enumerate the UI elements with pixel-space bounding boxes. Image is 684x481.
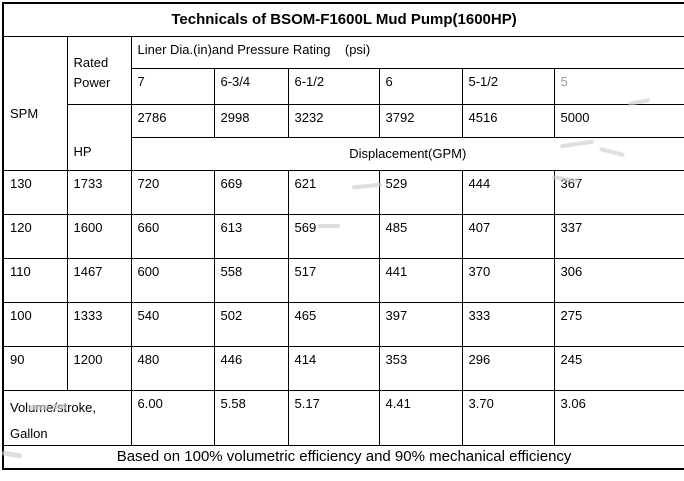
displacement-value: 502 xyxy=(213,301,289,347)
displacement-value: 441 xyxy=(378,257,463,303)
displacement-header: Displacement(GPM) xyxy=(130,136,684,171)
technicals-table: Technicals of BSOM-F1600L Mud Pump(1600H… xyxy=(2,2,684,470)
displacement-value: 446 xyxy=(213,345,289,391)
volume-value: 6.00 xyxy=(130,389,215,446)
pressure-row: HP 2786 2998 3232 3792 4516 5000 xyxy=(3,103,684,171)
hp-value: 1600 xyxy=(66,213,132,259)
volume-value: 3.06 xyxy=(553,389,684,446)
volume-value: 3.70 xyxy=(461,389,555,446)
liner-size-row: 7 6-3/4 6-1/2 6 5-1/2 5 xyxy=(3,67,684,105)
liner-size-header: 5-1/2 xyxy=(461,67,555,105)
spm-value: 130 xyxy=(2,169,68,215)
displacement-value: 397 xyxy=(378,301,463,347)
liner-size-header: 6-1/2 xyxy=(287,67,380,105)
pressure-value: 5000 xyxy=(553,103,684,138)
displacement-value: 414 xyxy=(287,345,380,391)
liner-size-header: 7 xyxy=(130,67,215,105)
liner-size-header: 6 xyxy=(378,67,463,105)
spm-value: 120 xyxy=(2,213,68,259)
displacement-value: 621 xyxy=(287,169,380,215)
displacement-value: 353 xyxy=(378,345,463,391)
liner-pressure-header: Liner Dia.(in)and Pressure Rating (psi) xyxy=(130,35,684,69)
displacement-value: 517 xyxy=(287,257,380,303)
table-row: 110 1467 600 558 517 441 370 306 xyxy=(2,257,684,303)
volume-label-cell: Volume/stroke, Gallon xyxy=(2,389,132,446)
table-row: 100 1333 540 502 465 397 333 275 xyxy=(2,301,684,347)
displacement-value: 306 xyxy=(553,257,684,303)
displacement-value: 367 xyxy=(553,169,684,215)
spm-value: 110 xyxy=(2,257,68,303)
title-row: Technicals of BSOM-F1600L Mud Pump(1600H… xyxy=(2,2,684,37)
displacement-value: 669 xyxy=(213,169,289,215)
pressure-value: 2786 xyxy=(130,103,215,138)
liner-size-header: 6-3/4 xyxy=(213,67,289,105)
displacement-value: 540 xyxy=(130,301,215,347)
displacement-value: 485 xyxy=(378,213,463,259)
spm-value: 100 xyxy=(2,301,68,347)
displacement-value: 370 xyxy=(461,257,555,303)
pressure-value: 3792 xyxy=(378,103,463,138)
displacement-value: 465 xyxy=(287,301,380,347)
volume-value: 4.41 xyxy=(378,389,463,446)
hp-value: 1467 xyxy=(66,257,132,303)
hp-value: 1733 xyxy=(66,169,132,215)
pressure-value: 3232 xyxy=(287,103,380,138)
table-row: 120 1600 660 613 569 485 407 337 xyxy=(2,213,684,259)
displacement-value: 337 xyxy=(553,213,684,259)
pressure-value: 4516 xyxy=(461,103,555,138)
spm-value: 90 xyxy=(2,345,68,391)
displacement-value: 569 xyxy=(287,213,380,259)
hp-value: 1200 xyxy=(66,345,132,391)
volume-row: Volume/stroke, Gallon 6.00 5.58 5.17 4.4… xyxy=(2,389,684,446)
volume-value: 5.58 xyxy=(213,389,289,446)
displacement-value: 613 xyxy=(213,213,289,259)
displacement-value: 558 xyxy=(213,257,289,303)
displacement-value: 407 xyxy=(461,213,555,259)
hp-header: HP xyxy=(66,103,132,171)
displacement-value: 480 xyxy=(130,345,215,391)
hp-value: 1333 xyxy=(66,301,132,347)
displacement-value: 275 xyxy=(553,301,684,347)
liner-pressure-row: SPM Rated Power Liner Dia.(in)and Pressu… xyxy=(2,35,684,171)
table-row: 130 1733 720 669 621 529 444 367 xyxy=(2,169,684,215)
footer-row: Based on 100% volumetric efficiency and … xyxy=(2,444,684,469)
displacement-value: 245 xyxy=(553,345,684,391)
volume-value: 5.17 xyxy=(287,389,380,446)
footer-note: Based on 100% volumetric efficiency and … xyxy=(2,444,684,469)
table-row: 90 1200 480 446 414 353 296 245 xyxy=(2,345,684,391)
displacement-value: 444 xyxy=(461,169,555,215)
displacement-value: 720 xyxy=(130,169,215,215)
displacement-value: 296 xyxy=(461,345,555,391)
displacement-value: 333 xyxy=(461,301,555,347)
displacement-value: 529 xyxy=(378,169,463,215)
volume-label: Volume/stroke, Gallon xyxy=(10,399,96,441)
rated-power-header: Rated Power xyxy=(66,35,132,105)
pressure-value: 2998 xyxy=(213,103,289,138)
spm-header: SPM xyxy=(2,35,68,171)
table-title: Technicals of BSOM-F1600L Mud Pump(1600H… xyxy=(2,2,684,37)
liner-size-header: 5 xyxy=(553,67,684,105)
displacement-value: 660 xyxy=(130,213,215,259)
displacement-value: 600 xyxy=(130,257,215,303)
